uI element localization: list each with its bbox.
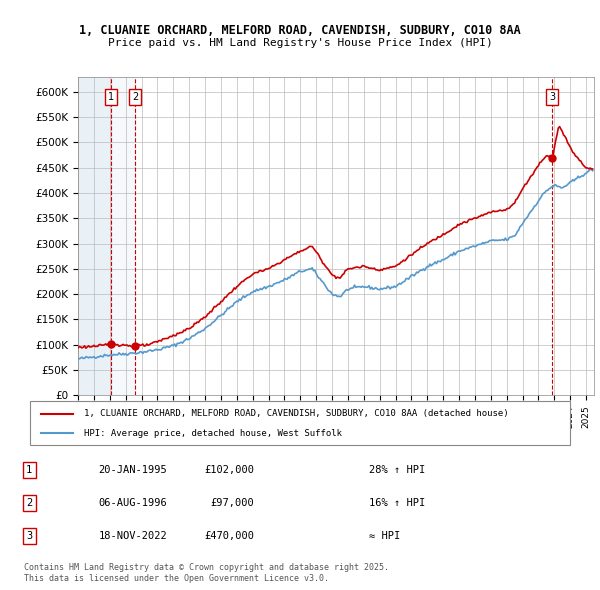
Text: 28% ↑ HPI: 28% ↑ HPI bbox=[369, 465, 425, 475]
FancyBboxPatch shape bbox=[30, 401, 570, 445]
Text: £470,000: £470,000 bbox=[204, 531, 254, 541]
Text: 1, CLUANIE ORCHARD, MELFORD ROAD, CAVENDISH, SUDBURY, CO10 8AA: 1, CLUANIE ORCHARD, MELFORD ROAD, CAVEND… bbox=[79, 24, 521, 37]
Text: £97,000: £97,000 bbox=[210, 498, 254, 508]
Text: 1: 1 bbox=[107, 92, 113, 102]
Text: Price paid vs. HM Land Registry's House Price Index (HPI): Price paid vs. HM Land Registry's House … bbox=[107, 38, 493, 48]
Text: 3: 3 bbox=[26, 531, 32, 541]
Text: 2: 2 bbox=[132, 92, 138, 102]
Text: 1: 1 bbox=[26, 465, 32, 475]
Text: HPI: Average price, detached house, West Suffolk: HPI: Average price, detached house, West… bbox=[84, 428, 342, 438]
Text: 3: 3 bbox=[550, 92, 556, 102]
Bar bbox=[78, 77, 110, 395]
Text: ≈ HPI: ≈ HPI bbox=[369, 531, 400, 541]
Text: £102,000: £102,000 bbox=[204, 465, 254, 475]
Bar bbox=[110, 77, 135, 395]
Text: 16% ↑ HPI: 16% ↑ HPI bbox=[369, 498, 425, 508]
Text: 18-NOV-2022: 18-NOV-2022 bbox=[98, 531, 167, 541]
Text: 20-JAN-1995: 20-JAN-1995 bbox=[98, 465, 167, 475]
Text: 06-AUG-1996: 06-AUG-1996 bbox=[98, 498, 167, 508]
Text: 2: 2 bbox=[26, 498, 32, 508]
Text: 1, CLUANIE ORCHARD, MELFORD ROAD, CAVENDISH, SUDBURY, CO10 8AA (detached house): 1, CLUANIE ORCHARD, MELFORD ROAD, CAVEND… bbox=[84, 409, 509, 418]
Text: Contains HM Land Registry data © Crown copyright and database right 2025.
This d: Contains HM Land Registry data © Crown c… bbox=[24, 563, 389, 583]
